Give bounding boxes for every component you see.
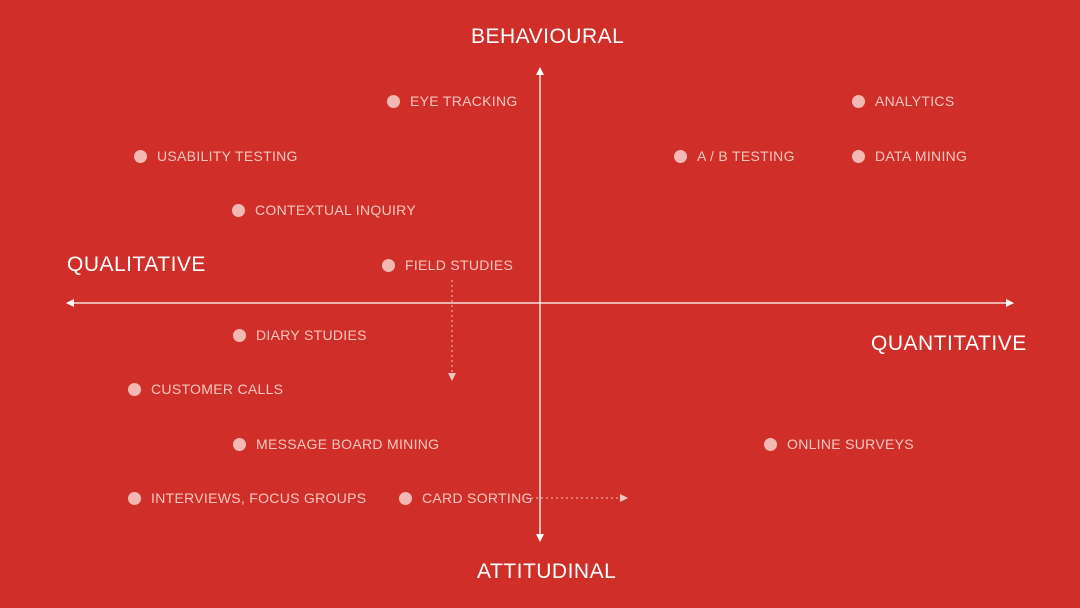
axis-label-quantitative: QUANTITATIVE (871, 332, 1027, 355)
method-usability-testing: USABILITY TESTING (134, 146, 298, 166)
method-label: CUSTOMER CALLS (151, 381, 284, 397)
method-dot (852, 94, 865, 108)
method-label: INTERVIEWS, FOCUS GROUPS (151, 490, 367, 506)
method-label: EYE TRACKING (410, 93, 518, 109)
method-label: DATA MINING (875, 148, 968, 164)
method-dot (128, 382, 141, 396)
method-label: MESSAGE BOARD MINING (256, 436, 440, 452)
method-card-sorting: CARD SORTING (399, 488, 533, 508)
method-customer-calls: CUSTOMER CALLS (128, 379, 283, 399)
axis-label-qualitative: QUALITATIVE (67, 253, 206, 276)
method-label: USABILITY TESTING (157, 148, 298, 164)
method-label: CONTEXTUAL INQUIRY (255, 202, 416, 218)
method-analytics: ANALYTICS (852, 91, 954, 111)
method-label: DIARY STUDIES (256, 327, 367, 343)
method-dot (382, 258, 395, 272)
method-dot (387, 94, 400, 108)
method-data-mining: DATA MINING (852, 146, 967, 166)
method-online-surveys: ONLINE SURVEYS (764, 434, 914, 454)
method-field-studies: FIELD STUDIES (382, 255, 513, 275)
method-eye-tracking: EYE TRACKING (387, 91, 518, 111)
method-dot (852, 149, 865, 163)
method-dot (232, 203, 245, 217)
method-label: ANALYTICS (875, 93, 955, 109)
method-dot (674, 149, 687, 163)
method-contextual-inquiry: CONTEXTUAL INQUIRY (232, 200, 416, 220)
method-dot (233, 328, 246, 342)
method-dot (134, 149, 147, 163)
method-label: A / B TESTING (697, 148, 795, 164)
method-dot (399, 491, 412, 505)
axis-label-attitudinal: ATTITUDINAL (477, 560, 617, 583)
method-dot (764, 437, 777, 451)
axis-label-behavioural: BEHAVIOURAL (471, 25, 625, 48)
method-interviews-focus-groups: INTERVIEWS, FOCUS GROUPS (128, 488, 366, 508)
method-message-board-mining: MESSAGE BOARD MINING (233, 434, 439, 454)
method-dot (233, 437, 246, 451)
method-dot (128, 491, 141, 505)
method-label: ONLINE SURVEYS (787, 436, 914, 452)
method-ab-testing: A / B TESTING (674, 146, 795, 166)
method-label: FIELD STUDIES (405, 257, 514, 273)
method-label: CARD SORTING (422, 490, 533, 506)
method-diary-studies: DIARY STUDIES (233, 325, 367, 345)
